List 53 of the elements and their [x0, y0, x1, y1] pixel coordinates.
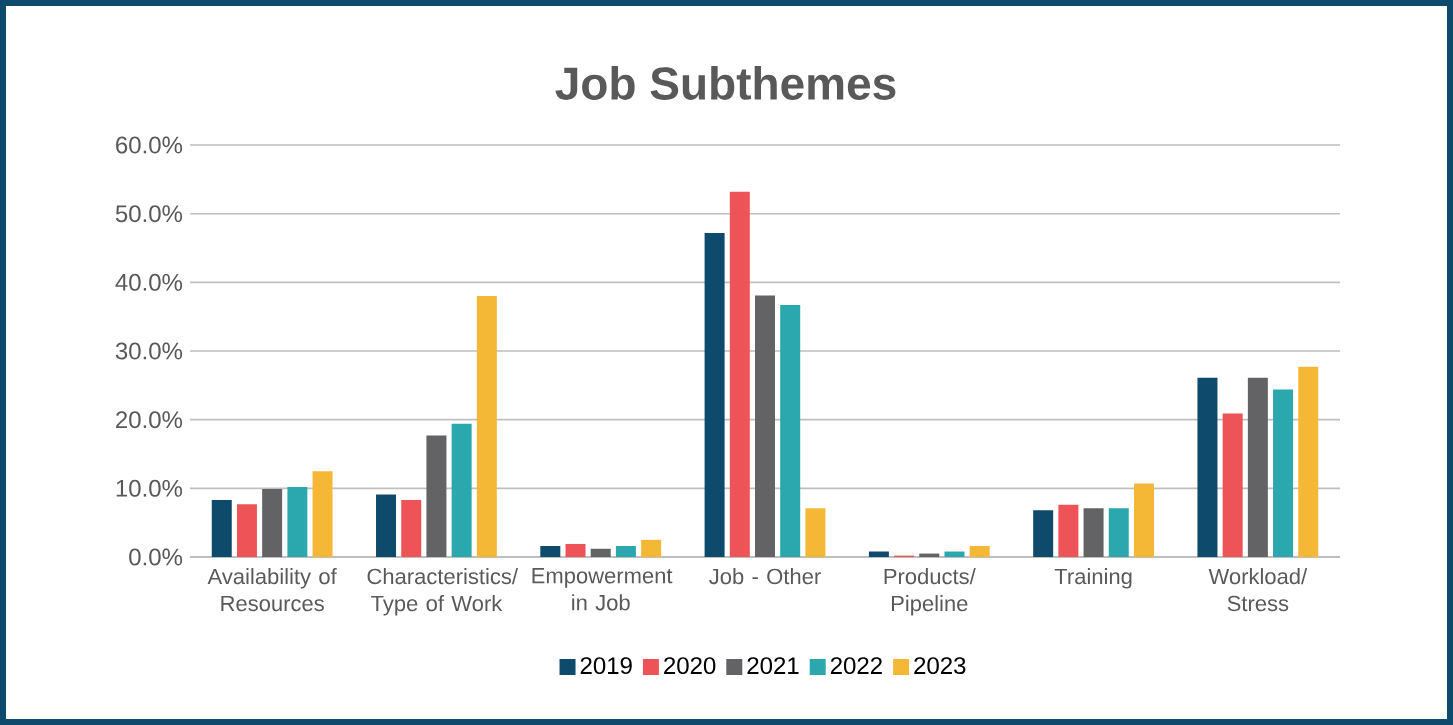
bar [287, 486, 308, 557]
bar [944, 551, 965, 557]
bar [969, 546, 990, 557]
y-tick-label: 40.0% [115, 273, 183, 291]
x-tick-label: Job - Other [709, 568, 821, 585]
bar [1108, 508, 1129, 557]
bar [755, 295, 775, 557]
y-tick-label: 50.0% [115, 205, 183, 223]
y-tick-label: 0.0% [129, 548, 183, 566]
bar [704, 232, 725, 557]
bar [376, 494, 397, 557]
bar [565, 543, 586, 557]
bar [615, 546, 636, 557]
bar [1298, 366, 1319, 557]
bar [426, 435, 447, 557]
bar [1197, 377, 1218, 557]
x-tick-label: Training [1054, 568, 1132, 589]
bar [401, 500, 422, 557]
bar [312, 471, 333, 557]
bar [641, 539, 662, 557]
bar [540, 546, 561, 557]
bar [590, 548, 611, 557]
bar [236, 504, 257, 557]
bar [1222, 413, 1243, 557]
bar [1058, 504, 1079, 557]
bar [780, 305, 801, 557]
bar [1273, 389, 1294, 557]
legend-label: 2022 [830, 657, 882, 675]
bar [1083, 508, 1104, 557]
y-tick-label: 20.0% [116, 411, 183, 429]
bar [1033, 510, 1054, 557]
bar [805, 508, 826, 557]
bar [451, 423, 472, 557]
y-tick-label: 10.0% [116, 479, 183, 497]
bar [262, 489, 283, 557]
bar [211, 500, 232, 557]
legend-label: 2020 [664, 657, 716, 675]
x-tick-label: Availability of Resources [207, 568, 337, 612]
y-tick-label: 60.0% [116, 136, 183, 154]
bar [1247, 377, 1268, 557]
x-tick-label: Characteristics/ Type of Work [367, 568, 519, 616]
legend-label: 2021 [747, 657, 799, 675]
x-tick-label: Empowerment in Job [532, 568, 673, 611]
y-tick-label: 30.0% [115, 342, 183, 360]
legend-label: 2019 [580, 657, 632, 675]
x-tick-label: Workload/ Stress [1208, 568, 1308, 612]
bar [868, 551, 889, 557]
x-tick-label: Products/ Pipeline [884, 568, 976, 616]
bar [1133, 483, 1154, 557]
legend-label: 2023 [914, 657, 966, 675]
bar [476, 296, 497, 557]
bar [729, 191, 750, 557]
chart-title: Job Subthemes [555, 66, 896, 100]
